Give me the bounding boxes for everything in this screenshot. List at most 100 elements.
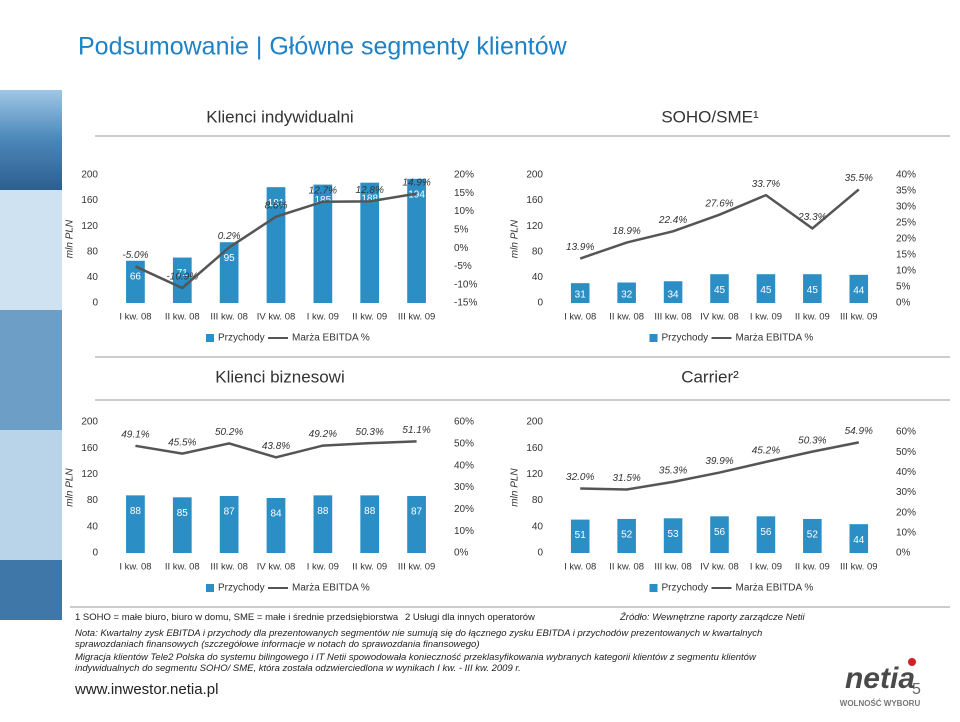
bar — [617, 518, 636, 553]
line — [134, 192, 417, 290]
y-tick-label: 40 — [532, 272, 544, 283]
bar — [803, 518, 822, 553]
bar-label: 53 — [668, 529, 680, 540]
y-tick-label: 160 — [81, 443, 98, 454]
y2-tick-label: 10% — [896, 527, 916, 538]
bar-label: 188 — [361, 193, 378, 204]
y-tick-label: 40 — [87, 521, 99, 532]
legend-swatch — [206, 334, 214, 342]
line — [135, 440, 417, 459]
line-label: 0.2% — [218, 231, 241, 242]
y2-tick-label: 20% — [454, 170, 474, 181]
x-tick-label: I kw. 08 — [119, 312, 151, 323]
bar — [172, 257, 192, 303]
section-title: Carrier² — [681, 367, 739, 386]
bar-label: 95 — [224, 253, 236, 264]
logo: netia — [845, 662, 915, 695]
y2-tick-label: 20% — [454, 504, 474, 515]
line-label: 35.5% — [845, 173, 873, 184]
legend-label: Przychody — [218, 333, 265, 344]
line-label: 45.5% — [168, 437, 196, 448]
line-label: 8.6% — [265, 200, 288, 211]
line-label: 18.9% — [612, 226, 640, 237]
bar-label: 45 — [760, 285, 772, 296]
y2-tick-label: -10% — [454, 279, 477, 290]
x-tick-label: III kw. 09 — [840, 312, 878, 323]
y2-tick-label: 40% — [454, 460, 474, 471]
y-tick-label: 200 — [526, 417, 543, 428]
x-tick-label: II kw. 08 — [609, 312, 644, 323]
y-tick-label: 80 — [87, 246, 99, 257]
bar-label: 52 — [621, 530, 633, 541]
y2-tick-label: 50% — [896, 447, 916, 458]
bar-label: 34 — [668, 290, 680, 301]
y2-tick-label: 30% — [454, 482, 474, 493]
y-tick-label: 40 — [87, 272, 99, 283]
photo-strip — [0, 90, 62, 620]
line-label: 23.3% — [797, 212, 826, 223]
line-label: -5.0% — [122, 250, 148, 261]
footer-url: www.inwestor.netia.pl — [74, 681, 218, 698]
bar — [570, 283, 590, 303]
x-tick-label: II kw. 08 — [609, 562, 644, 573]
bar-label: 45 — [807, 285, 819, 296]
bar — [710, 274, 729, 303]
x-tick-label: III kw. 08 — [654, 562, 692, 573]
y2-tick-label: -15% — [454, 298, 477, 309]
bar-label: 56 — [760, 527, 772, 538]
x-tick-label: III kw. 08 — [210, 312, 248, 323]
page-number: 5 — [912, 681, 921, 698]
y-tick-label: 80 — [87, 495, 99, 506]
bar-label: 88 — [317, 506, 329, 517]
bar-label: 87 — [411, 507, 423, 518]
x-tick-label: I kw. 09 — [750, 312, 782, 323]
slide-title: Podsumowanie | Główne segmenty klientów — [78, 33, 568, 61]
line-label: 51.1% — [402, 425, 430, 436]
y2-tick-label: 10% — [454, 526, 474, 537]
legend-label: Marża EBITDA % — [736, 583, 814, 594]
bar-label: 45 — [714, 285, 726, 296]
bar — [172, 497, 192, 553]
line-label: 12.8% — [356, 185, 384, 196]
bar — [710, 516, 729, 553]
line-label: 39.9% — [705, 456, 733, 467]
x-tick-label: I kw. 08 — [119, 562, 151, 573]
bar — [756, 516, 776, 553]
y2-tick-label: 60% — [896, 427, 916, 438]
y2-tick-label: 0% — [896, 548, 911, 559]
legend-label: Marża EBITDA % — [736, 333, 814, 344]
bar — [407, 496, 426, 553]
bar — [803, 274, 822, 303]
line-label: 49.1% — [121, 429, 149, 440]
y-tick-label: 0 — [537, 548, 543, 559]
bar-label: 88 — [130, 506, 142, 517]
line-label: -10.9% — [166, 272, 198, 283]
bar-label: 85 — [177, 508, 189, 519]
line — [580, 441, 860, 491]
y-axis-label: mln PLN — [510, 219, 521, 258]
x-tick-label: I kw. 09 — [307, 312, 339, 323]
bar — [126, 495, 145, 553]
y-tick-label: 0 — [92, 298, 98, 309]
y-tick-label: 160 — [526, 443, 543, 454]
x-tick-label: IV kw. 08 — [700, 312, 739, 323]
section-title: Klienci biznesowi — [215, 367, 344, 386]
x-tick-label: II kw. 09 — [795, 562, 830, 573]
section-title: Klienci indywidualni — [206, 107, 353, 126]
y-axis-label: mln PLN — [65, 219, 76, 258]
y-tick-label: 80 — [532, 495, 544, 506]
y2-tick-label: 0% — [454, 548, 469, 559]
bar — [570, 519, 590, 553]
bar — [313, 184, 333, 303]
line-label: 50.2% — [215, 427, 243, 438]
x-tick-label: II kw. 08 — [165, 312, 200, 323]
y2-tick-label: 30% — [896, 487, 916, 498]
y-tick-label: 120 — [81, 469, 98, 480]
bar — [407, 178, 426, 303]
x-tick-label: IV kw. 08 — [257, 312, 296, 323]
footnote: 2 Usługi dla innych operatorów — [405, 612, 535, 623]
line-label: 49.2% — [309, 429, 337, 440]
legend-swatch — [206, 584, 214, 592]
x-tick-label: I kw. 09 — [750, 562, 782, 573]
